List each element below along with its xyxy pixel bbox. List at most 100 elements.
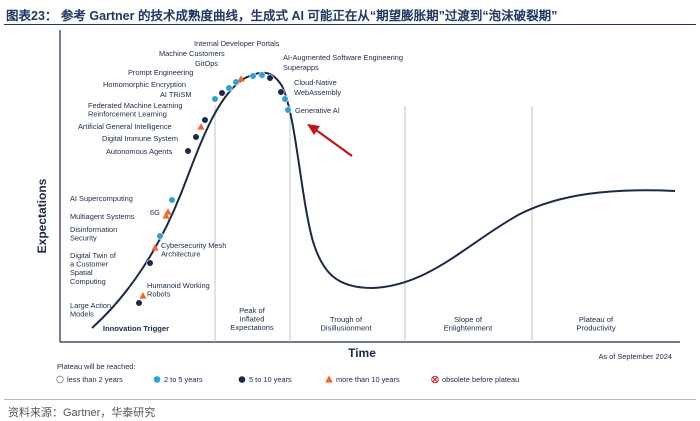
annotation-arrow <box>307 124 353 157</box>
phase-dividers <box>214 106 533 342</box>
label-digital-twin-of-a-customer-spatial-computing: Digital Twin of a Customer Spatial Computin… <box>70 251 117 286</box>
label-line: Cloud-Native <box>294 78 337 87</box>
marker-machine-customers <box>237 75 245 82</box>
marker-6g <box>164 208 172 215</box>
label-autonomous-agents: Autonomous Agents <box>106 147 172 156</box>
legend-label-5to10: 5 to 10 years <box>249 375 292 384</box>
marker-autonomous-agents <box>184 147 192 155</box>
label-superapps: Superapps <box>283 63 319 72</box>
label-line: Digital Immune System <box>102 134 178 143</box>
phase-label-line: Slope of <box>454 315 483 324</box>
label-humanoid-working-robots: Humanoid Working Robots <box>147 281 210 299</box>
axes <box>59 30 680 343</box>
x-axis-title: Time <box>348 346 376 360</box>
phase-label-line: Disillusionment <box>320 324 372 333</box>
marker-cloud-native <box>277 88 285 96</box>
label-line: Federated Machine Learning <box>88 101 183 110</box>
legend-label-lt2: less than 2 years <box>67 375 123 384</box>
figure-caption: 图表23： 参考 Gartner 的技术成熟度曲线，生成式 AI 可能正在从“期… <box>6 9 558 23</box>
hype-curve <box>91 71 676 329</box>
label-line: Disinformation <box>70 225 117 234</box>
label-line: GitOps <box>195 59 218 68</box>
label-ai-augmented-software-engineering: AI-Augmented Software Engineering <box>283 53 403 62</box>
marker-disinformation-security <box>156 232 164 240</box>
phase-label-slope: Slope of Enlightenment <box>444 315 493 333</box>
label-line: Spatial <box>70 268 93 277</box>
marker-artificial-general-intelligence <box>197 123 205 130</box>
technology-markers <box>135 71 292 307</box>
legend-label-gt10: more than 10 years <box>336 375 400 384</box>
label-line: AI TRiSM <box>160 90 191 99</box>
label-line: Models <box>70 310 94 319</box>
marker-webassembly <box>281 95 289 103</box>
label-digital-immune-system: Digital Immune System <box>102 134 178 143</box>
label-line: Internal Developer Portals <box>194 39 280 48</box>
phase-label-line: Trough of <box>330 315 363 324</box>
marker-cybersecurity-mesh-architecture <box>151 244 159 251</box>
label-line: Homomorphic Encryption <box>103 80 186 89</box>
marker-internal-developer-portals <box>249 72 257 80</box>
label-line: Superapps <box>283 63 319 72</box>
label-line: Humanoid Working <box>147 281 210 290</box>
label-artificial-general-intelligence: Artificial General Intelligence <box>78 122 172 131</box>
label-line: Digital Twin of <box>70 251 117 260</box>
legend-symbol-obsolete-cross-b <box>432 377 438 382</box>
phase-label-line: Innovation Trigger <box>103 324 169 333</box>
label-line: Prompt Engineering <box>128 68 193 77</box>
phase-labels: Innovation Trigger Peak of Inflated Expecta… <box>103 306 616 333</box>
label-line: Computing <box>70 277 106 286</box>
label-disinformation-security: Disinformation Security <box>70 225 117 243</box>
label-cybersecurity-mesh-architecture: Cybersecurity Mesh Architecture <box>161 241 226 259</box>
label-prompt-engineering: Prompt Engineering <box>128 68 193 77</box>
label-federated-machine-learning-reinforcement-learning: Federated Machine Learning Reinforcement … <box>88 101 183 119</box>
phase-label-innovation: Innovation Trigger <box>103 324 169 333</box>
label-line: Reinforcement Learning <box>88 110 167 119</box>
marker-generative-ai <box>284 106 292 114</box>
technology-labels: Large Action Models Humanoid Working Robots… <box>70 39 403 319</box>
marker-superapps <box>266 74 274 82</box>
hype-cycle-chart: Large Action Models Humanoid Working Robots… <box>35 30 680 384</box>
label-line: Generative AI <box>295 106 340 115</box>
legend-symbol-lt2 <box>56 375 64 384</box>
label-cloud-native: Cloud-Native <box>294 78 337 87</box>
footer-divider <box>4 399 696 400</box>
marker-digital-twin-of-a-customer-spatial-computing <box>146 259 154 267</box>
label-line: AI-Augmented Software Engineering <box>283 53 403 62</box>
phase-label-plateau: Plateau of Productivity <box>576 315 615 333</box>
label-line: Robots <box>147 290 171 299</box>
label-line: Multiagent Systems <box>70 212 135 221</box>
label-gitops: GitOps <box>195 59 218 68</box>
arrow-shaft <box>315 129 353 157</box>
marker-ai-augmented-software-engineering <box>258 71 266 79</box>
label-line: 6G <box>150 208 160 217</box>
phase-label-trough: Trough of Disillusionment <box>320 315 372 333</box>
label-generative-ai: Generative AI <box>295 106 340 115</box>
legend-symbol-gt10 <box>325 375 333 383</box>
phase-label-line: Plateau of <box>579 315 614 324</box>
label-line: Artificial General Intelligence <box>78 122 172 131</box>
label-ai-trism: AI TRiSM <box>160 90 191 99</box>
label-line: Machine Customers <box>159 49 225 58</box>
legend-title: Plateau will be reached: <box>57 362 135 371</box>
label-6g: 6G <box>150 208 160 217</box>
label-homomorphic-encryption: Homomorphic Encryption <box>103 80 186 89</box>
source-note: 资料来源：Gartner，华泰研究 <box>8 407 156 419</box>
phase-label-line: Expectations <box>230 323 274 332</box>
phase-label-line: Inflated <box>240 315 265 324</box>
marker-large-action-models <box>135 299 143 307</box>
label-line: AI Supercomputing <box>70 194 133 203</box>
marker-gitops <box>232 78 240 86</box>
label-line: Security <box>70 234 97 243</box>
label-internal-developer-portals: Internal Developer Portals <box>194 39 280 48</box>
phase-label-line: Productivity <box>576 324 615 333</box>
label-large-action-models: Large Action Models <box>70 301 111 319</box>
marker-digital-immune-system <box>192 133 200 141</box>
phase-label-line: Enlightenment <box>444 324 493 333</box>
label-machine-customers: Machine Customers <box>159 49 225 58</box>
label-line: Large Action <box>70 301 111 310</box>
label-multiagent-systems: Multiagent Systems <box>70 212 135 221</box>
label-line: WebAssembly <box>294 88 341 97</box>
label-ai-supercomputing: AI Supercomputing <box>70 194 133 203</box>
caption-divider <box>4 24 696 25</box>
y-axis-title: Expectations <box>35 178 49 253</box>
